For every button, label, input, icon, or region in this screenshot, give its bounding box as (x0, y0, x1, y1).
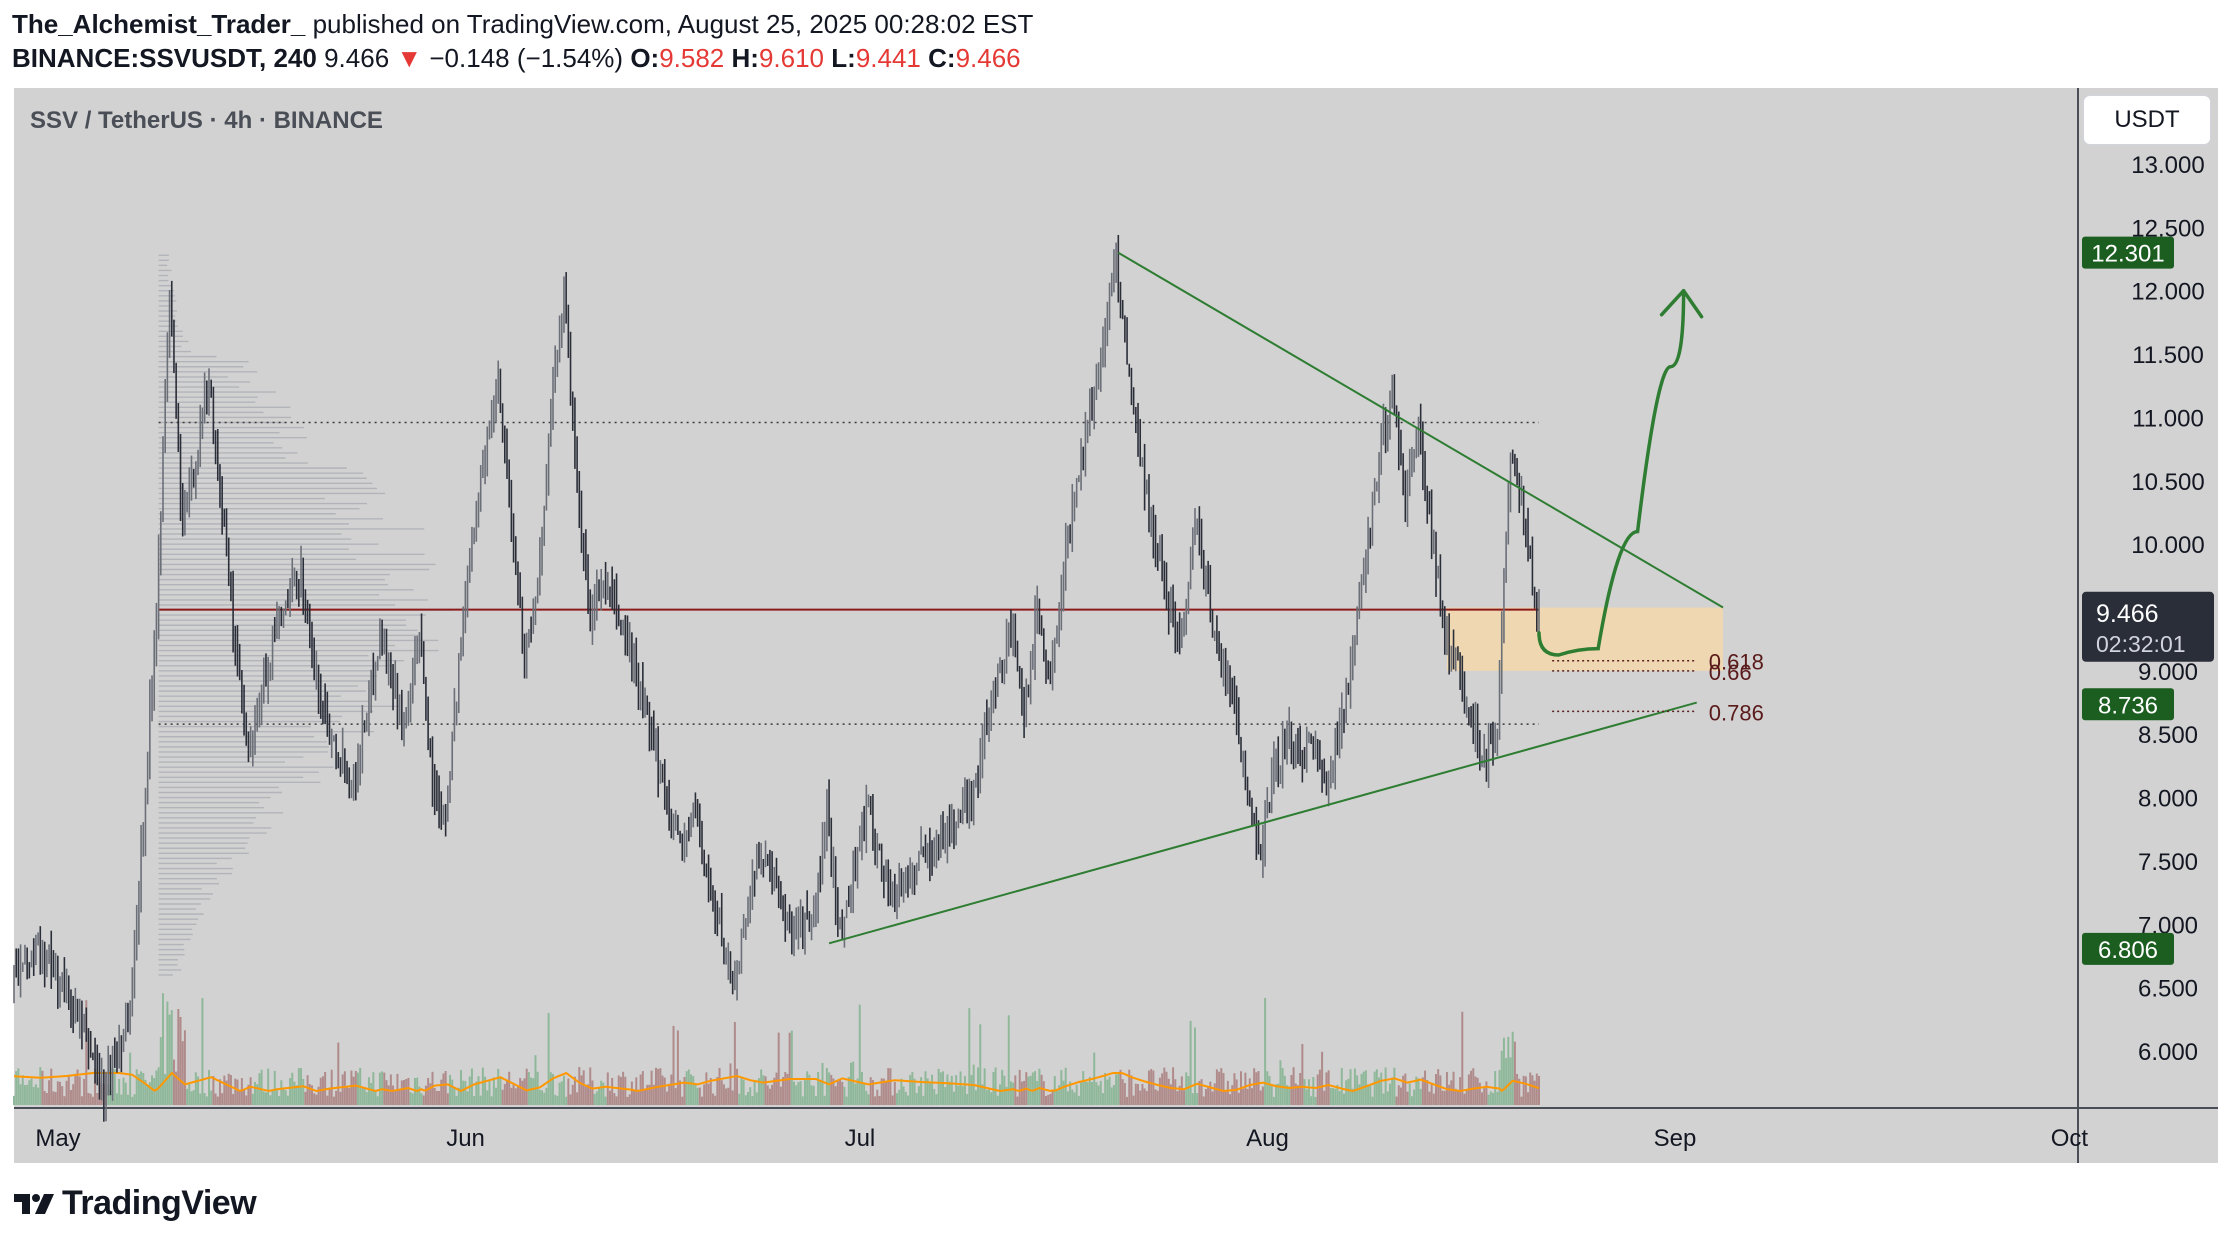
fib-label: 0.786 (1709, 700, 1764, 725)
time-tick-label: Jun (446, 1125, 485, 1152)
projection-path[interactable] (1537, 288, 1704, 657)
entry-zone-box (1446, 607, 1724, 671)
time-axis-background (14, 1108, 2078, 1163)
countdown-text: 02:32:01 (2096, 631, 2186, 657)
trendline (828, 701, 1698, 945)
high-value: 9.610 (758, 43, 825, 73)
horizontal-levels (158, 421, 1539, 725)
price-tick-label: 10.500 (2131, 469, 2204, 496)
time-tick-label: Oct (2051, 1125, 2089, 1152)
price-badge (2082, 932, 2174, 965)
open-label: O: (630, 43, 660, 73)
time-tick-label: Jul (845, 1125, 876, 1152)
price-tick-label: 8.000 (2138, 786, 2198, 813)
price-badge (2082, 688, 2174, 721)
author-name[interactable]: The_Alchemist_Trader_ (12, 9, 306, 39)
time-tick-label: Aug (1246, 1125, 1289, 1152)
price-badge (2082, 236, 2174, 269)
price-tick-label: 6.500 (2138, 976, 2198, 1003)
low-value: 9.441 (855, 43, 921, 73)
candles (13, 234, 1540, 1122)
symbol: BINANCE:SSVUSDT, 240 (12, 43, 317, 73)
plot-background (14, 88, 2078, 1108)
price-tick-label: 9.000 (2138, 659, 2198, 686)
arrowhead-icon (1659, 288, 1704, 319)
price-tick-label: 13.000 (2131, 152, 2204, 179)
tradingview-logo[interactable]: TradingView (14, 1184, 257, 1223)
price-tick-label: 10.000 (2131, 532, 2204, 559)
projection-curve (1537, 288, 1686, 657)
price-tick-label: 7.500 (2138, 849, 2198, 876)
price-tick-label: 11.000 (2132, 405, 2204, 432)
volume-ma-line (13, 1071, 1540, 1093)
time-tick-label: May (35, 1125, 80, 1152)
price-tick-label: 11.500 (2132, 342, 2204, 369)
entry-zone (1446, 607, 1724, 671)
price-badge-text: 12.301 (2091, 241, 2164, 268)
tradingview-logo-icon (14, 1193, 54, 1214)
tradingview-wordmark: TradingView (62, 1184, 257, 1222)
change-down-icon: ▼ (396, 43, 423, 73)
price-tick-label: 12.000 (2131, 279, 2204, 306)
price-tick-label: 8.500 (2138, 722, 2198, 749)
change-value: −0.148 (−1.54%) (429, 43, 624, 73)
close-value: 9.466 (955, 43, 1021, 73)
open-value: 9.582 (659, 43, 725, 73)
last-price-text: 9.466 (2096, 600, 2159, 628)
time-tick-label: Sep (1654, 1125, 1697, 1152)
published-text: published on TradingView.com, August 25,… (312, 9, 1034, 39)
time-axis-ticks: May Jun Jul Aug Sep Oct (35, 1125, 2088, 1152)
price-badge-text: 8.736 (2098, 692, 2158, 719)
close-label: C: (928, 43, 956, 73)
high-label: H: (731, 43, 759, 73)
currency-button[interactable]: USDT (2084, 96, 2210, 144)
last-price: 9.466 (324, 43, 390, 73)
last-price-badge (2082, 591, 2214, 662)
price-tick-label: 6.000 (2138, 1039, 2198, 1066)
publish-header: The_Alchemist_Trader_ published on Tradi… (12, 8, 1033, 40)
volume-bars (13, 993, 1540, 1105)
fib-label: 0.618 (1709, 650, 1764, 675)
symbol-header: BINANCE:SSVUSDT, 240 9.466 ▼ −0.148 (−1.… (12, 42, 1021, 74)
fib-label: 0.66 (1709, 660, 1752, 685)
chart-legend-title: SSV / TetherUS · 4h · BINANCE (30, 107, 383, 134)
price-badge-text: 6.806 (2098, 937, 2158, 964)
low-label: L: (831, 43, 856, 73)
